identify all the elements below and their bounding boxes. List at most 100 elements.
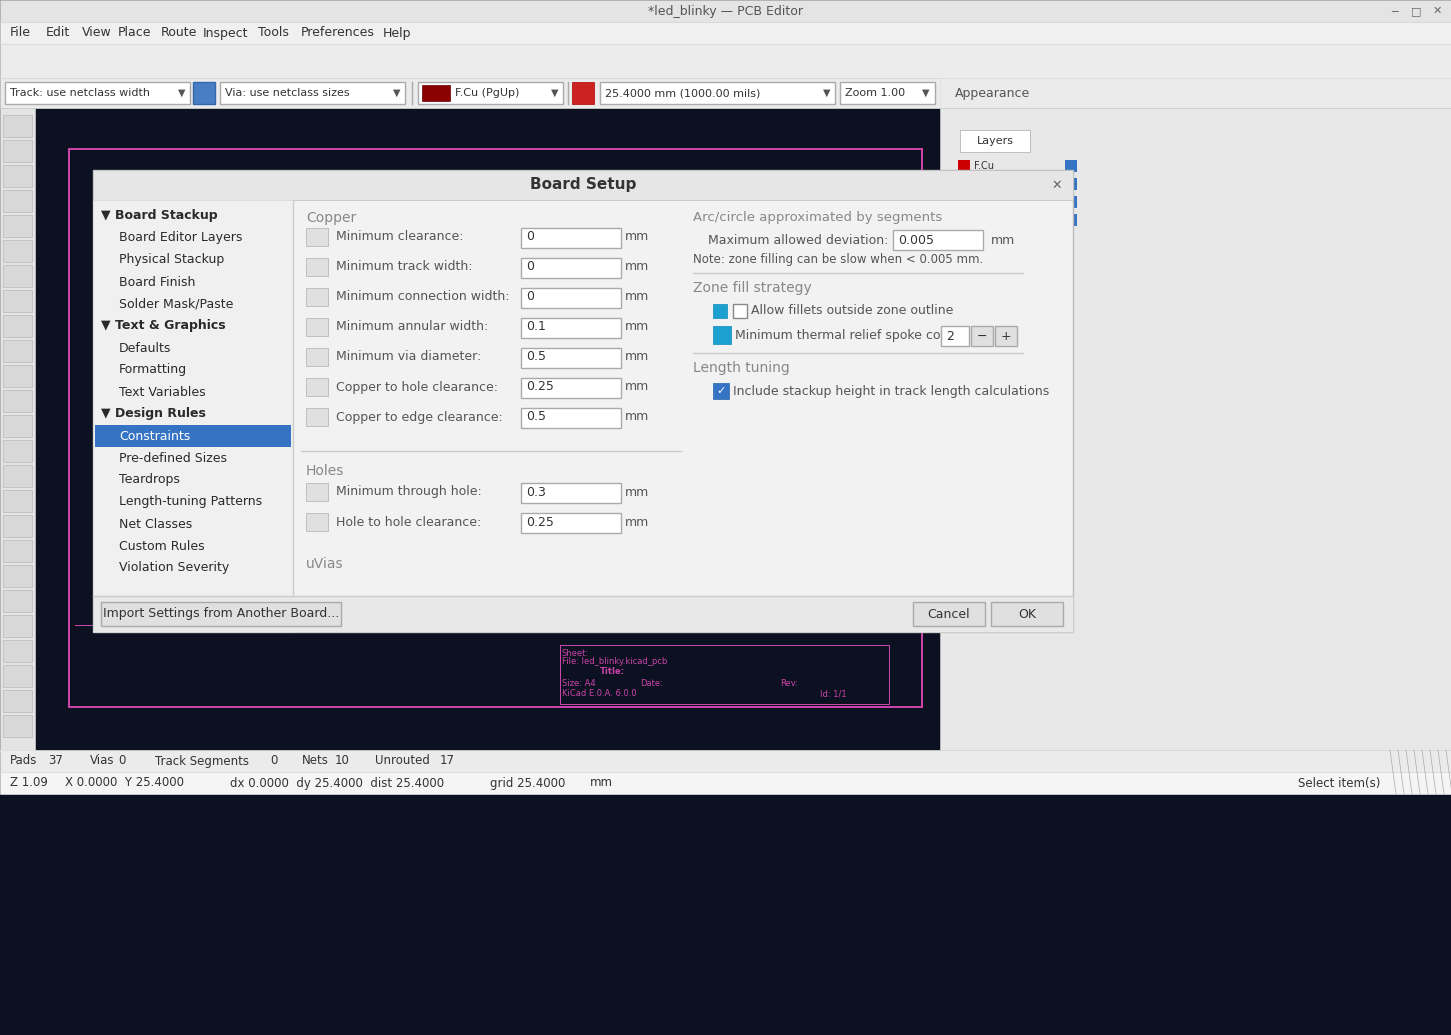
Text: mm: mm (625, 381, 649, 393)
Text: Pre-defined Sizes: Pre-defined Sizes (119, 451, 226, 465)
Bar (0, 772, 1451, 794)
Text: 0: 0 (527, 231, 534, 243)
Bar (3, 341, 32, 362)
Text: *led_blinky — PCB Editor: *led_blinky — PCB Editor (647, 4, 802, 18)
Text: Size: A4: Size: A4 (562, 679, 595, 687)
Bar (93, 170, 1072, 200)
Bar (940, 108, 1451, 750)
Text: Copper to hole clearance:: Copper to hole clearance: (337, 381, 498, 393)
Text: 0: 0 (118, 755, 125, 768)
Bar (0, 108, 35, 751)
Text: 25.4000 mm (1000.00 mils): 25.4000 mm (1000.00 mils) (605, 88, 760, 98)
Bar (712, 383, 728, 400)
Text: Appearance: Appearance (955, 87, 1030, 99)
Text: ▼ Design Rules: ▼ Design Rules (102, 408, 206, 420)
Text: 0: 0 (527, 291, 534, 303)
Text: mm: mm (625, 515, 649, 529)
Text: 0.1: 0.1 (527, 321, 546, 333)
Bar (995, 326, 1017, 346)
Bar (3, 515, 32, 537)
Bar (68, 706, 923, 708)
Text: Board Editor Layers: Board Editor Layers (119, 232, 242, 244)
Text: F.Fab: F.Fab (974, 197, 998, 207)
Text: Length tuning: Length tuning (694, 361, 789, 375)
Text: Place: Place (118, 27, 151, 39)
Bar (712, 326, 731, 344)
Bar (521, 258, 621, 278)
Text: Route: Route (161, 27, 197, 39)
Text: Sheet:: Sheet: (562, 649, 589, 657)
Text: Defaults: Defaults (119, 342, 171, 355)
Text: Arc/circle approximated by segments: Arc/circle approximated by segments (694, 211, 942, 225)
Text: Vias: Vias (90, 755, 115, 768)
Bar (958, 160, 971, 172)
Text: 0.25: 0.25 (527, 381, 554, 393)
Text: Include stackup height in track length calculations: Include stackup height in track length c… (733, 384, 1049, 397)
Bar (961, 130, 1030, 152)
Text: 0.5: 0.5 (527, 351, 546, 363)
Text: Minimum track width:: Minimum track width: (337, 261, 473, 273)
Text: Minimum connection width:: Minimum connection width: (337, 291, 509, 303)
Text: mm: mm (591, 776, 612, 790)
Bar (422, 85, 450, 101)
Text: Minimum annular width:: Minimum annular width: (337, 321, 488, 333)
Bar (921, 148, 923, 708)
Bar (306, 348, 328, 366)
Bar (958, 196, 971, 208)
Text: Via: use netclass sizes: Via: use netclass sizes (225, 88, 350, 98)
Bar (913, 602, 985, 626)
Bar (93, 170, 1072, 632)
Bar (601, 82, 834, 104)
Bar (521, 318, 621, 338)
Bar (3, 140, 32, 162)
Text: Nets: Nets (302, 755, 329, 768)
Text: ▼: ▼ (551, 88, 559, 98)
Bar (3, 165, 32, 187)
Text: Note: zone filling can be slow when < 0.005 mm.: Note: zone filling can be slow when < 0.… (694, 254, 984, 266)
Bar (521, 378, 621, 398)
Text: Copper: Copper (306, 211, 357, 225)
Bar (0, 45, 1451, 78)
Bar (892, 230, 982, 250)
Text: mm: mm (625, 321, 649, 333)
Text: −: − (977, 329, 987, 343)
Bar (3, 690, 32, 712)
Text: File: led_blinky.kicad_pcb: File: led_blinky.kicad_pcb (562, 656, 667, 666)
Bar (68, 148, 923, 150)
Text: ✕: ✕ (1434, 6, 1442, 16)
Text: ▼: ▼ (178, 88, 186, 98)
Text: ▼ Board Stackup: ▼ Board Stackup (102, 209, 218, 223)
Text: F.Cu: F.Cu (974, 161, 994, 171)
Bar (560, 645, 889, 705)
Text: Net Classes: Net Classes (119, 518, 192, 531)
Bar (1065, 160, 1077, 172)
Text: F.Cu (PgUp): F.Cu (PgUp) (456, 88, 519, 98)
Bar (4, 82, 190, 104)
Bar (840, 82, 934, 104)
Bar (306, 483, 328, 501)
Bar (3, 590, 32, 612)
Text: File: File (10, 27, 30, 39)
Text: 10: 10 (335, 755, 350, 768)
Bar (1065, 196, 1077, 208)
Text: mm: mm (625, 261, 649, 273)
Bar (1065, 178, 1077, 190)
Text: Help: Help (383, 27, 411, 39)
Bar (3, 290, 32, 312)
Text: Physical Stackup: Physical Stackup (119, 254, 225, 266)
Text: Rev:: Rev: (781, 679, 798, 687)
Bar (3, 440, 32, 462)
Bar (3, 465, 32, 487)
Text: Cancel: Cancel (927, 608, 971, 621)
Bar (306, 258, 328, 276)
Text: ─: ─ (1392, 6, 1397, 16)
Text: Constraints: Constraints (119, 430, 190, 443)
Bar (193, 82, 215, 104)
Bar (3, 315, 32, 337)
Text: 17: 17 (440, 755, 456, 768)
Text: Board Finish: Board Finish (119, 275, 196, 289)
Text: +: + (1001, 329, 1011, 343)
Text: Formatting: Formatting (119, 363, 187, 377)
Bar (102, 602, 341, 626)
Text: Zoom 1.00: Zoom 1.00 (844, 88, 905, 98)
